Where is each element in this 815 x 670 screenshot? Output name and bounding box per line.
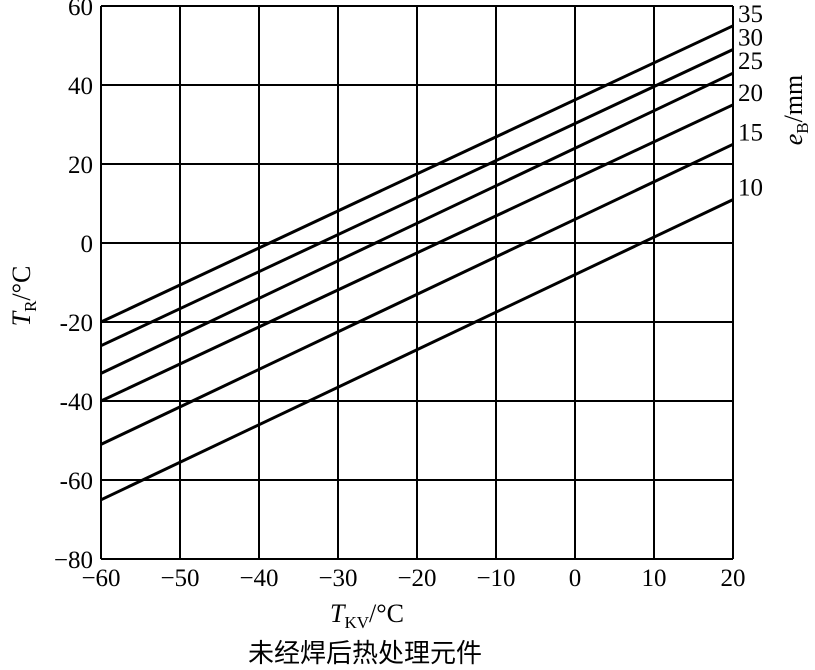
- y-tick-labels: 60 40 20 0 -20 -40 -60 −80: [54, 0, 93, 574]
- series-line-20: [100, 103, 734, 403]
- y-tick-label: -60: [60, 468, 93, 495]
- y-axis-label: TR/°C: [7, 266, 40, 327]
- series-line-10: [100, 198, 734, 502]
- grid: [100, 5, 734, 560]
- x-tick-label: −30: [318, 565, 357, 592]
- x-tick-label: 20: [721, 565, 746, 592]
- y-tick-label: 60: [68, 0, 93, 21]
- series-lines: [100, 24, 734, 502]
- series-label-15: 15: [738, 119, 763, 146]
- series-line-25: [100, 71, 734, 375]
- y-tick-label: −80: [54, 547, 93, 574]
- x-tick-labels: −60 −50 −40 −30 −20 −10 0 10 20: [81, 565, 745, 592]
- series-group-label: eB/mm: [779, 75, 812, 146]
- x-tick-label: 0: [569, 565, 582, 592]
- series-label-20: 20: [738, 80, 763, 107]
- x-tick-label: −60: [81, 565, 120, 592]
- x-axis-label: TKV/°C: [330, 599, 404, 632]
- y-tick-label: 0: [81, 231, 94, 258]
- y-tick-label: 20: [68, 152, 93, 179]
- series-label-10: 10: [738, 175, 763, 202]
- chart-caption: 未经焊后热处理元件: [248, 639, 482, 669]
- y-tick-label: -20: [60, 310, 93, 337]
- y-tick-label: -40: [60, 389, 93, 416]
- x-tick-label: −50: [160, 565, 199, 592]
- x-tick-label: −20: [397, 565, 436, 592]
- series-line-15: [100, 142, 734, 446]
- series-label-25: 25: [738, 48, 763, 75]
- y-tick-label: 40: [68, 73, 93, 100]
- x-tick-label: 10: [642, 565, 667, 592]
- x-tick-label: −10: [476, 565, 515, 592]
- series-label-30: 30: [738, 24, 763, 51]
- series-line-35: [100, 24, 734, 324]
- series-line-30: [100, 48, 734, 348]
- x-tick-label: −40: [239, 565, 278, 592]
- series-label-35: 35: [738, 1, 763, 28]
